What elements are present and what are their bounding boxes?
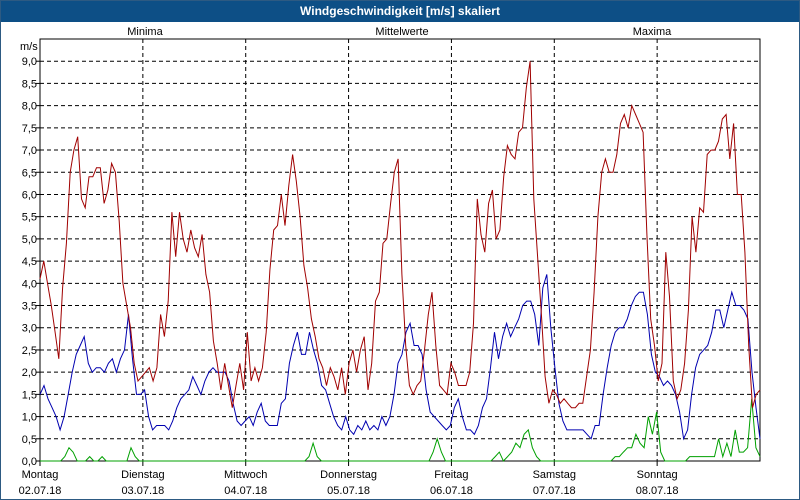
day-date-label: 08.07.18	[636, 485, 679, 497]
series-line-maxima	[39, 61, 761, 409]
y-tick-label: 8,0	[22, 101, 37, 113]
y-tick-label: 3,0	[22, 323, 37, 335]
day-date-label: 06.07.18	[430, 485, 473, 497]
day-name-label: Mittwoch	[224, 469, 267, 481]
y-tick-label: 2,5	[22, 345, 37, 357]
legend-minima: Minima	[127, 26, 163, 38]
day-name-label: Freitag	[434, 469, 468, 481]
series-layer	[39, 61, 761, 462]
series-line-minima	[40, 398, 761, 462]
y-tick-label: 3,5	[22, 301, 37, 313]
series-line-mittelwerte	[39, 274, 761, 441]
day-name-label: Donnerstag	[320, 469, 377, 481]
y-tick-label: 0,0	[22, 456, 37, 468]
day-date-label: 02.07.18	[19, 485, 62, 497]
plot-border	[39, 38, 761, 462]
y-tick-label: 9,0	[22, 56, 37, 68]
y-tick-label: 5,5	[22, 212, 37, 224]
y-tick-label: 6,0	[22, 189, 37, 201]
y-tick-label: 0,5	[22, 434, 37, 446]
y-tick-label: 8,5	[22, 78, 37, 90]
y-tick-label: 7,0	[22, 145, 37, 157]
day-date-label: 07.07.18	[533, 485, 576, 497]
y-tick-label: 2,0	[22, 367, 37, 379]
y-tick-label: 4,5	[22, 256, 37, 268]
day-name-label: Samstag	[533, 469, 576, 481]
axes	[36, 38, 761, 466]
day-name-label: Montag	[22, 469, 59, 481]
y-tick-label: 6,5	[22, 167, 37, 179]
labels: 0,0 0,5 1,0 1,5 2,0 2,5 3,0 3,5 4,0 4,5 5,0 5,5 6,0 6…	[19, 26, 679, 497]
y-tick-label: 1,5	[22, 389, 37, 401]
y-tick-label: 5,0	[22, 234, 37, 246]
legend-mittelwerte: Mittelwerte	[375, 26, 428, 38]
y-axis-label: m/s	[20, 41, 38, 53]
y-tick-label: 1,0	[22, 412, 37, 424]
day-date-label: 05.07.18	[327, 485, 370, 497]
day-date-label: 04.07.18	[224, 485, 267, 497]
day-name-label: Sonntag	[637, 469, 678, 481]
chart-title: Windgeschwindigkeit [m/s] skaliert	[1, 1, 799, 22]
legend-maxima: Maxima	[633, 26, 672, 38]
y-tick-label: 4,0	[22, 278, 37, 290]
day-date-label: 03.07.18	[121, 485, 164, 497]
grid	[40, 39, 760, 462]
day-name-label: Dienstag	[121, 469, 164, 481]
y-tick-label: 7,5	[22, 123, 37, 135]
